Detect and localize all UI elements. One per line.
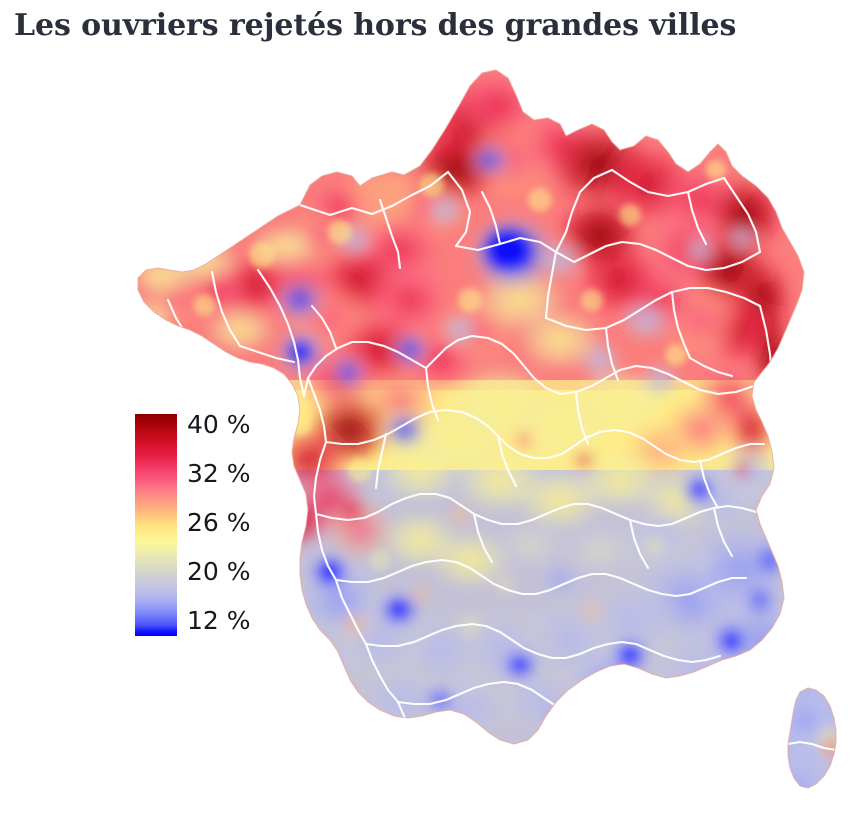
density-detail [194, 160, 726, 691]
legend-tick-26: 26 % [187, 508, 251, 537]
legend-colorbar-group: 40 % 32 % 26 % 20 % 12 % [135, 410, 285, 638]
department-boundaries [166, 168, 774, 744]
corsica-coastline [787, 687, 837, 789]
mainland-coastline [137, 69, 805, 745]
legend-tick-32: 32 % [187, 459, 251, 488]
legend-tick-12: 12 % [187, 606, 251, 635]
corsica-surface [788, 688, 836, 788]
corsica-boundary [788, 740, 836, 751]
legend-tick-20: 20 % [187, 557, 251, 586]
legend-tick-40: 40 % [187, 410, 251, 439]
page-title: Les ouvriers rejetés hors des grandes vi… [14, 8, 737, 43]
colorbar-gradient [135, 414, 177, 636]
